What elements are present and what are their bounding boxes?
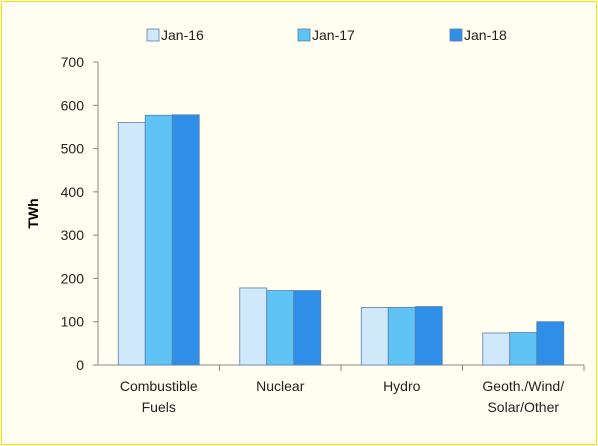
y-tick-label: 700 <box>61 54 85 70</box>
x-category-label: Nuclear <box>256 378 305 394</box>
bar <box>117 122 146 366</box>
y-axis-label: TWh <box>25 198 41 228</box>
x-category-label: Hydro <box>383 378 421 394</box>
bar <box>293 290 322 366</box>
legend-swatch <box>146 28 160 42</box>
y-tick-label: 100 <box>61 314 85 330</box>
y-tick-label: 500 <box>61 141 85 157</box>
legend-label: Jan-17 <box>312 27 355 43</box>
bar <box>171 114 200 366</box>
x-category-label: Geoth./Wind/ <box>482 378 564 394</box>
bar <box>387 307 416 366</box>
y-tick-label: 600 <box>61 97 85 113</box>
bar <box>482 332 511 366</box>
x-category-label: Fuels <box>142 399 176 415</box>
legend-swatch <box>297 28 311 42</box>
y-tick-label: 400 <box>61 184 85 200</box>
legend-swatch <box>449 28 463 42</box>
bar <box>266 290 295 366</box>
y-tick-label: 200 <box>61 270 85 286</box>
bar <box>536 321 565 366</box>
bar <box>360 307 389 366</box>
bar <box>144 114 173 366</box>
y-tick-label: 300 <box>61 227 85 243</box>
bar <box>509 332 538 366</box>
legend-label: Jan-18 <box>464 27 507 43</box>
x-category-label: Solar/Other <box>487 399 559 415</box>
bar <box>414 306 443 366</box>
bar <box>239 287 268 366</box>
legend-label: Jan-16 <box>161 27 204 43</box>
x-category-label: Combustible <box>120 378 198 394</box>
y-tick-label: 0 <box>76 357 84 373</box>
